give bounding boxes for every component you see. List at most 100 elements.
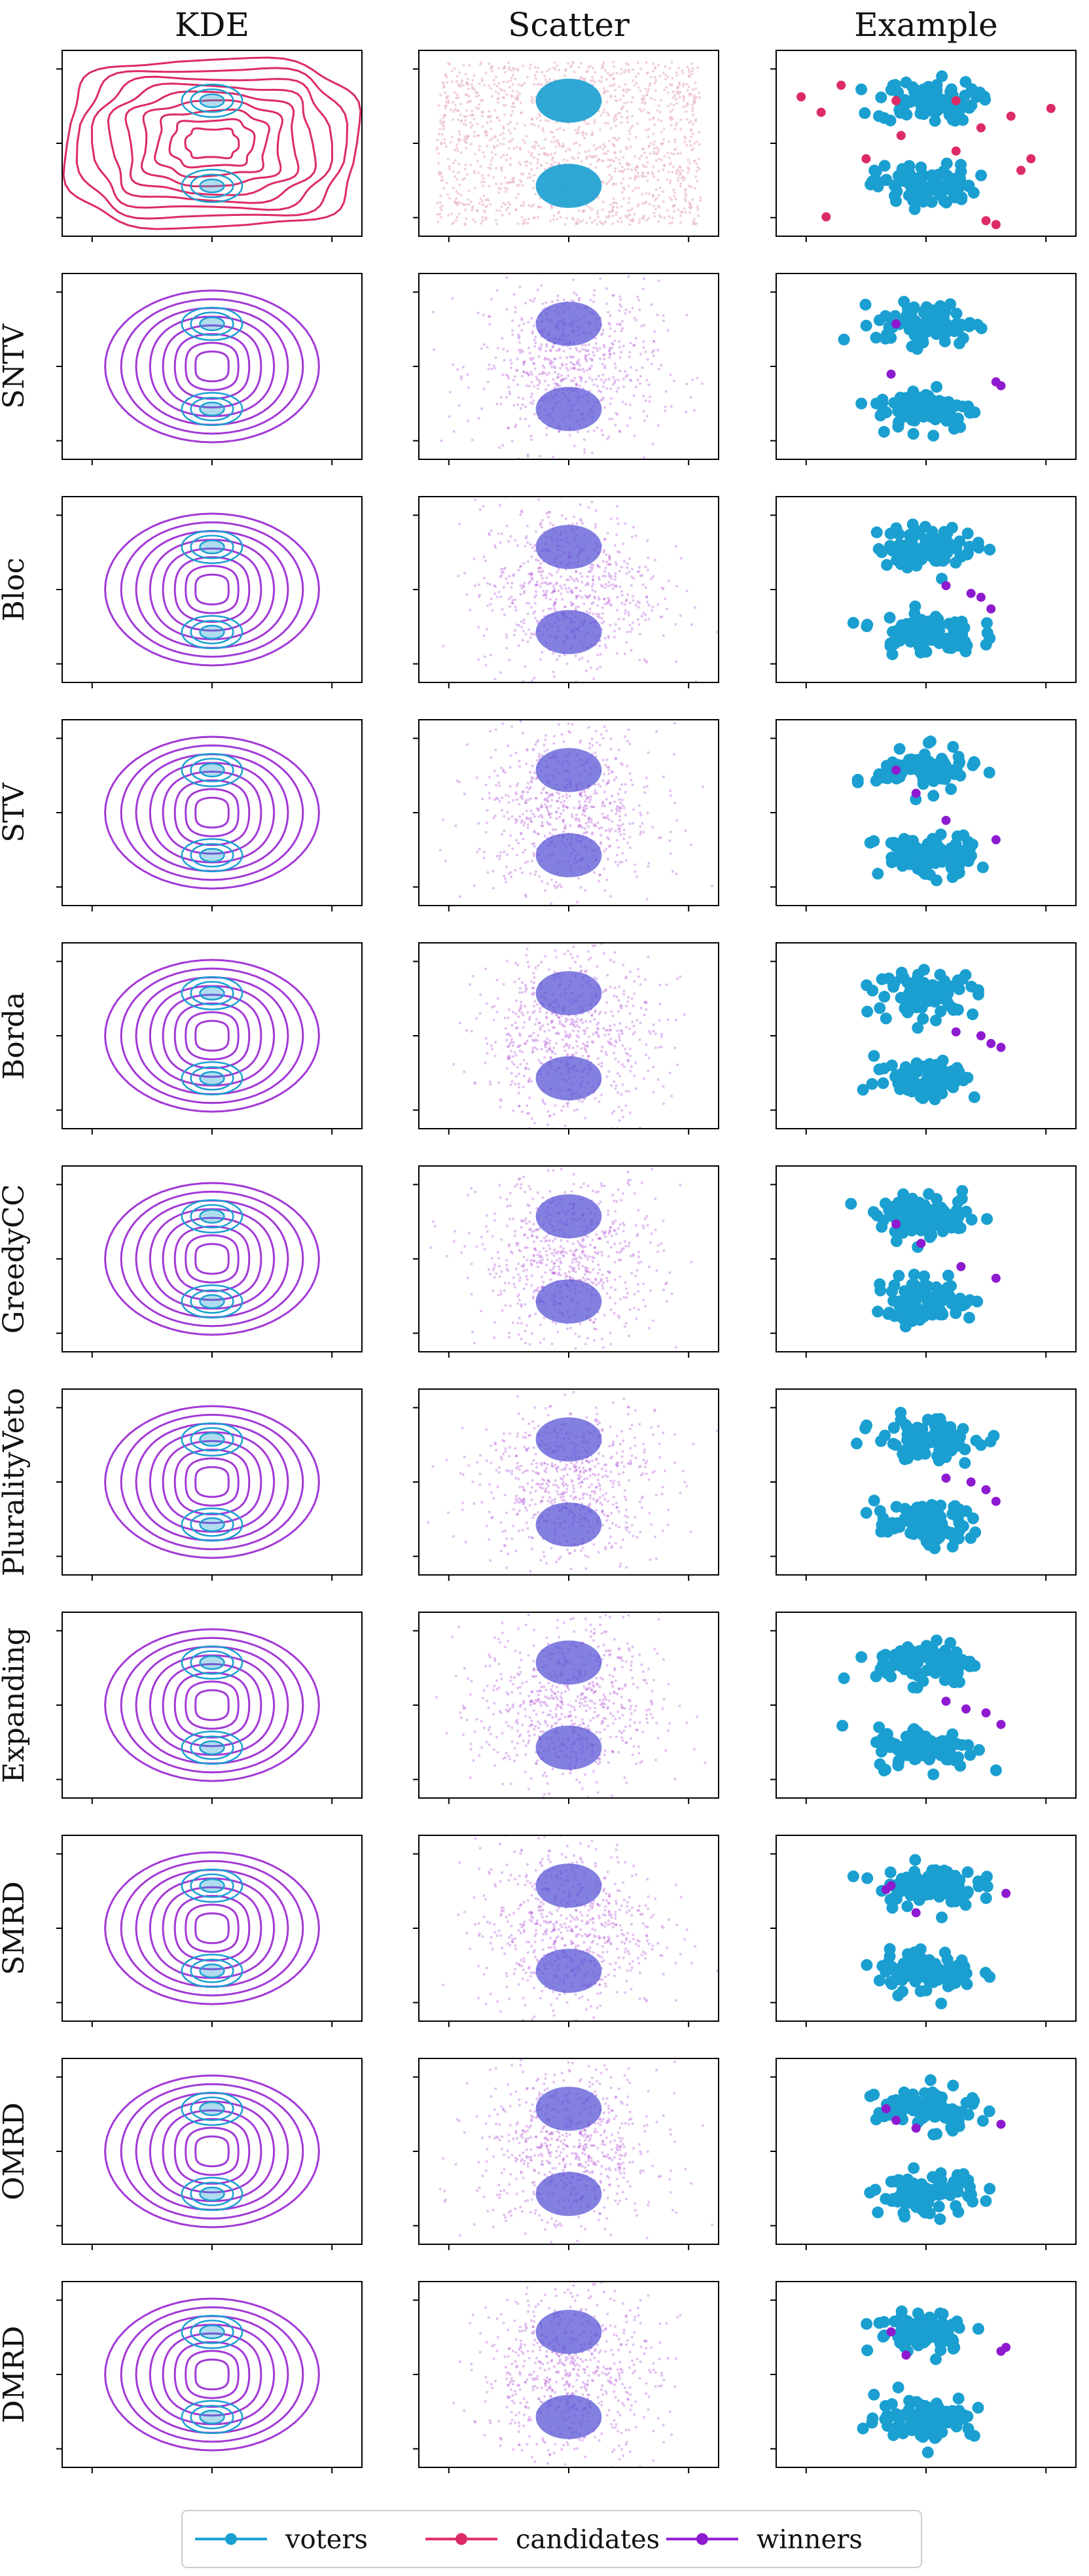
scatter-point bbox=[514, 999, 518, 1002]
scatter-point bbox=[527, 817, 531, 820]
scatter-point bbox=[603, 867, 606, 870]
scatter-point bbox=[448, 63, 452, 66]
scatter-point bbox=[610, 397, 613, 400]
scatter-point bbox=[459, 895, 462, 898]
scatter-point bbox=[607, 584, 610, 588]
scatter-point bbox=[457, 118, 460, 122]
scatter-point bbox=[558, 127, 562, 130]
scatter-point bbox=[643, 658, 646, 661]
scatter-point bbox=[544, 137, 547, 141]
scatter-point bbox=[562, 803, 565, 807]
scatter-point bbox=[554, 140, 557, 143]
scatter-point bbox=[610, 1043, 613, 1046]
column-title-scatter: Scatter bbox=[508, 6, 630, 44]
scatter-point bbox=[592, 354, 596, 357]
scatter-point bbox=[448, 167, 452, 170]
scatter-point bbox=[509, 79, 512, 82]
scatter-point bbox=[593, 792, 596, 795]
scatter-point bbox=[694, 606, 697, 609]
scatter-point bbox=[602, 773, 605, 776]
scatter-point bbox=[570, 813, 573, 816]
scatter-point bbox=[649, 118, 652, 121]
scatter-point bbox=[694, 87, 697, 90]
scatter-point bbox=[514, 818, 517, 821]
scatter-point bbox=[558, 715, 561, 717]
scatter-point bbox=[622, 989, 626, 993]
scatter-point bbox=[483, 655, 486, 658]
scatter-point bbox=[558, 384, 562, 387]
scatter-point bbox=[505, 1067, 509, 1070]
scatter-point bbox=[692, 222, 695, 226]
scatter-point bbox=[563, 952, 566, 955]
scatter-point bbox=[635, 1087, 638, 1090]
scatter-point bbox=[541, 302, 544, 306]
scatter-point bbox=[662, 634, 665, 637]
scatter-point bbox=[520, 180, 523, 183]
scatter-point bbox=[485, 627, 488, 631]
scatter-point bbox=[632, 595, 635, 598]
scatter-point bbox=[594, 509, 598, 512]
scatter-point bbox=[604, 122, 607, 125]
scatter-point bbox=[675, 584, 679, 588]
scatter-point bbox=[639, 375, 643, 378]
scatter-point bbox=[630, 627, 634, 631]
scatter-point bbox=[529, 1080, 533, 1083]
scatter-point bbox=[580, 347, 584, 351]
scatter-point bbox=[595, 154, 598, 158]
scatter-point bbox=[660, 615, 664, 618]
scatter-point bbox=[555, 120, 558, 124]
scatter-point bbox=[503, 186, 507, 190]
scatter-point bbox=[618, 551, 621, 554]
scatter-point bbox=[541, 71, 544, 74]
scatter-point bbox=[662, 200, 665, 203]
scatter-point bbox=[629, 177, 632, 180]
scatter-point bbox=[529, 571, 533, 574]
scatter-point bbox=[669, 794, 672, 798]
scatter-point bbox=[543, 1056, 546, 1059]
scatter-point bbox=[691, 106, 694, 109]
scatter-point bbox=[484, 71, 488, 75]
scatter-point bbox=[671, 77, 674, 80]
example-voter bbox=[940, 196, 952, 209]
scatter-point bbox=[599, 940, 601, 943]
scatter-point bbox=[582, 602, 586, 605]
scatter-point bbox=[454, 91, 457, 94]
scatter-point bbox=[510, 1080, 514, 1083]
example-voter bbox=[908, 631, 920, 643]
scatter-point bbox=[693, 142, 696, 145]
scatter-point bbox=[556, 885, 560, 888]
scatter-point bbox=[529, 817, 533, 820]
scatter-point bbox=[596, 209, 599, 213]
example-voter bbox=[935, 534, 947, 546]
scatter-point bbox=[507, 385, 510, 389]
scatter-point bbox=[508, 597, 511, 601]
scatter-point bbox=[540, 961, 543, 964]
scatter-point bbox=[457, 574, 460, 578]
scatter-point bbox=[650, 577, 653, 580]
scatter-point bbox=[620, 326, 624, 330]
scatter-point bbox=[514, 306, 517, 309]
scatter-point bbox=[436, 202, 439, 205]
scatter-point bbox=[562, 809, 565, 812]
scatter-point bbox=[598, 1035, 601, 1038]
scatter-point bbox=[579, 377, 582, 380]
scatter-point bbox=[598, 565, 601, 569]
example-voter bbox=[918, 108, 930, 120]
scatter-point bbox=[570, 156, 573, 159]
scatter-point bbox=[509, 1057, 512, 1060]
scatter-point bbox=[611, 158, 614, 162]
scatter-point bbox=[622, 344, 625, 347]
scatter-point bbox=[535, 807, 539, 810]
scatter-point bbox=[588, 570, 592, 573]
scatter-point bbox=[478, 1012, 482, 1015]
scatter-point bbox=[605, 798, 608, 801]
scatter-point bbox=[575, 362, 579, 366]
scatter-point bbox=[533, 981, 536, 985]
scatter-point bbox=[526, 453, 529, 457]
scatter-point bbox=[635, 875, 639, 879]
scatter-point bbox=[455, 178, 459, 181]
scatter-point bbox=[682, 179, 685, 182]
scatter-point bbox=[544, 734, 547, 737]
scatter-point bbox=[516, 403, 520, 406]
scatter-point bbox=[553, 61, 556, 64]
